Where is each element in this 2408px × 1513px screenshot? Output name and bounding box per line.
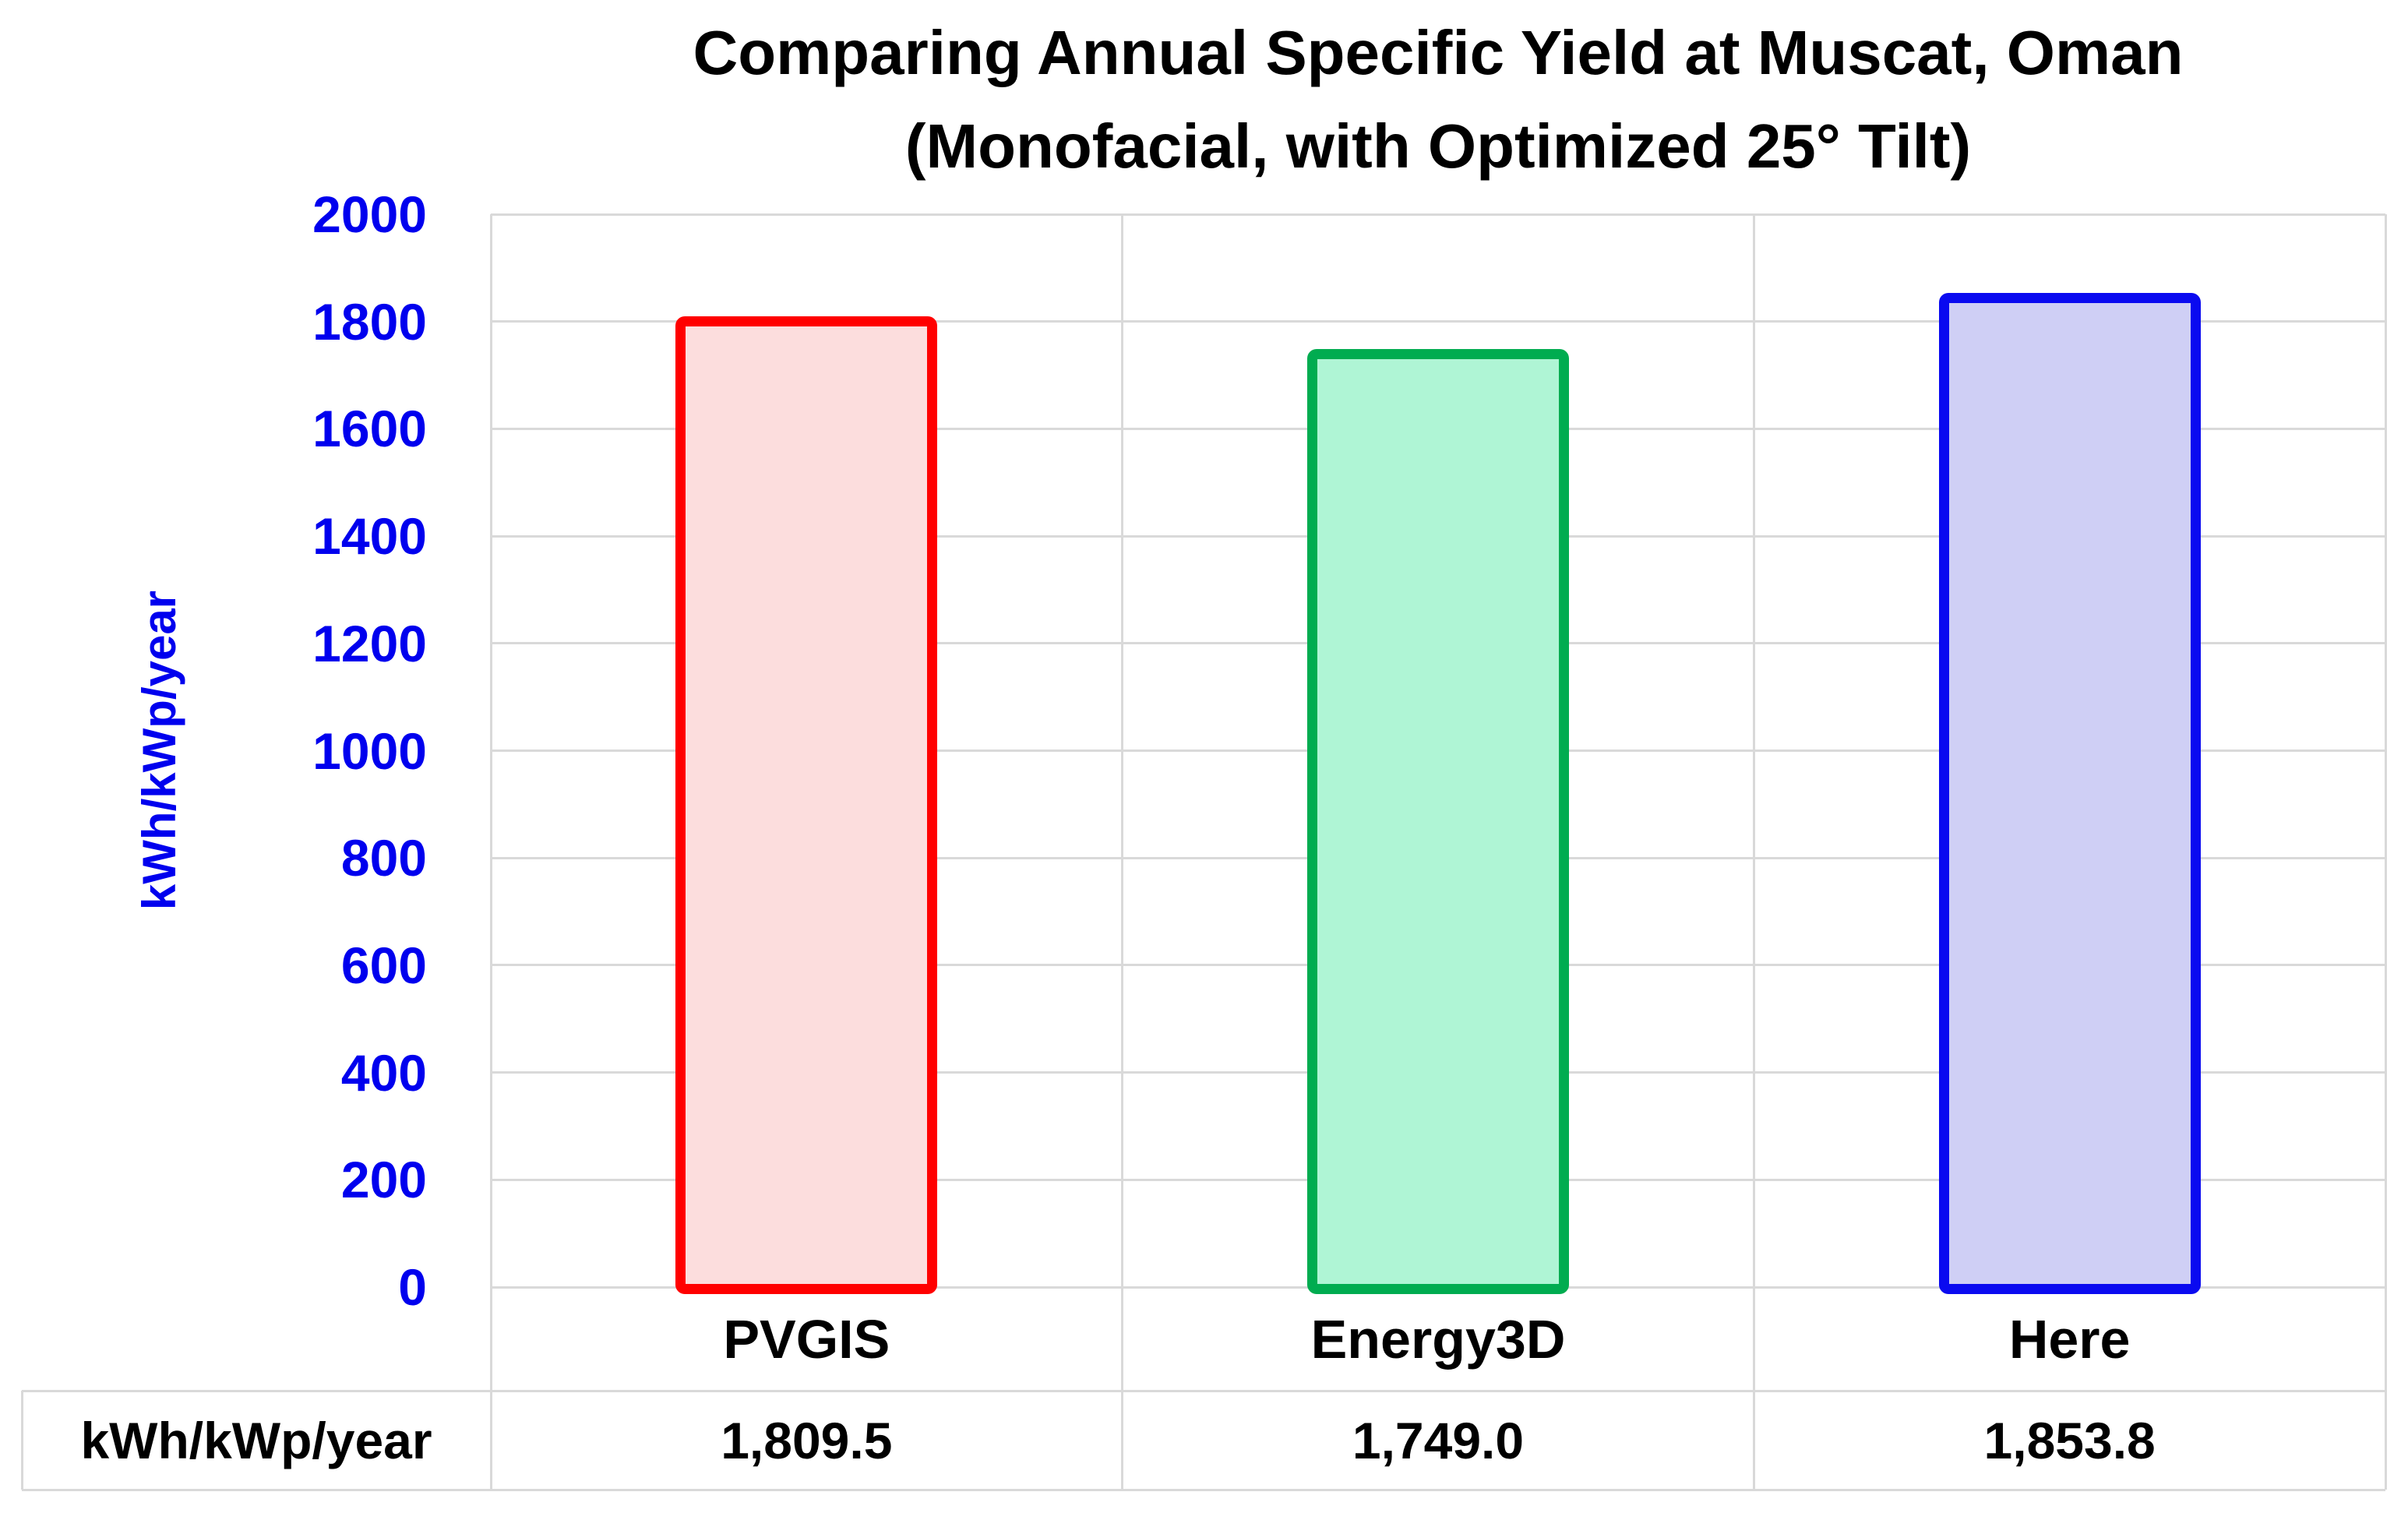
chart-title-line1: Comparing Annual Specific Yield at Musca… (693, 18, 2184, 87)
y-tick-label: 2000 (312, 185, 427, 243)
bar-energy3d (1307, 348, 1569, 1294)
y-tick-label: 1400 (312, 507, 427, 566)
gridline-vertical (1752, 214, 1755, 1490)
category-label-here: Here (2008, 1308, 2131, 1370)
table-left-border (20, 1391, 23, 1490)
chart-title: Comparing Annual Specific Yield at Musca… (491, 6, 2385, 193)
y-tick-label: 1800 (312, 292, 427, 351)
table-value-here: 1,853.8 (1983, 1411, 2156, 1469)
y-tick-label: 0 (398, 1258, 427, 1316)
gridline-vertical (2384, 214, 2387, 1490)
y-tick-label: 800 (340, 829, 427, 887)
bar-here (1938, 292, 2201, 1294)
y-tick-label: 200 (340, 1151, 427, 1209)
category-label-energy3d: Energy3D (1310, 1308, 1566, 1370)
gridline-vertical (489, 214, 492, 1490)
y-tick-label: 1200 (312, 614, 427, 672)
y-tick-label: 1000 (312, 721, 427, 780)
table-top-border (22, 1389, 2385, 1392)
y-tick-label: 1600 (312, 400, 427, 458)
table-row-label: kWh/kWp/year (80, 1411, 432, 1469)
gridline-vertical (1121, 214, 1124, 1490)
y-axis-title: kWh/kWp/year (133, 590, 185, 911)
table-value-pvgis: 1,809.5 (721, 1411, 893, 1469)
bar-pvgis (675, 316, 938, 1294)
table-value-energy3d: 1,749.0 (1352, 1411, 1525, 1469)
table-bottom-border (22, 1488, 2385, 1491)
gridline-horizontal (491, 320, 2385, 323)
chart-title-line2: (Monofacial, with Optimized 25° Tilt) (904, 111, 1972, 181)
category-label-pvgis: PVGIS (723, 1308, 890, 1370)
y-tick-label: 400 (340, 1043, 427, 1102)
gridline-horizontal (491, 213, 2385, 216)
y-tick-label: 600 (340, 936, 427, 994)
